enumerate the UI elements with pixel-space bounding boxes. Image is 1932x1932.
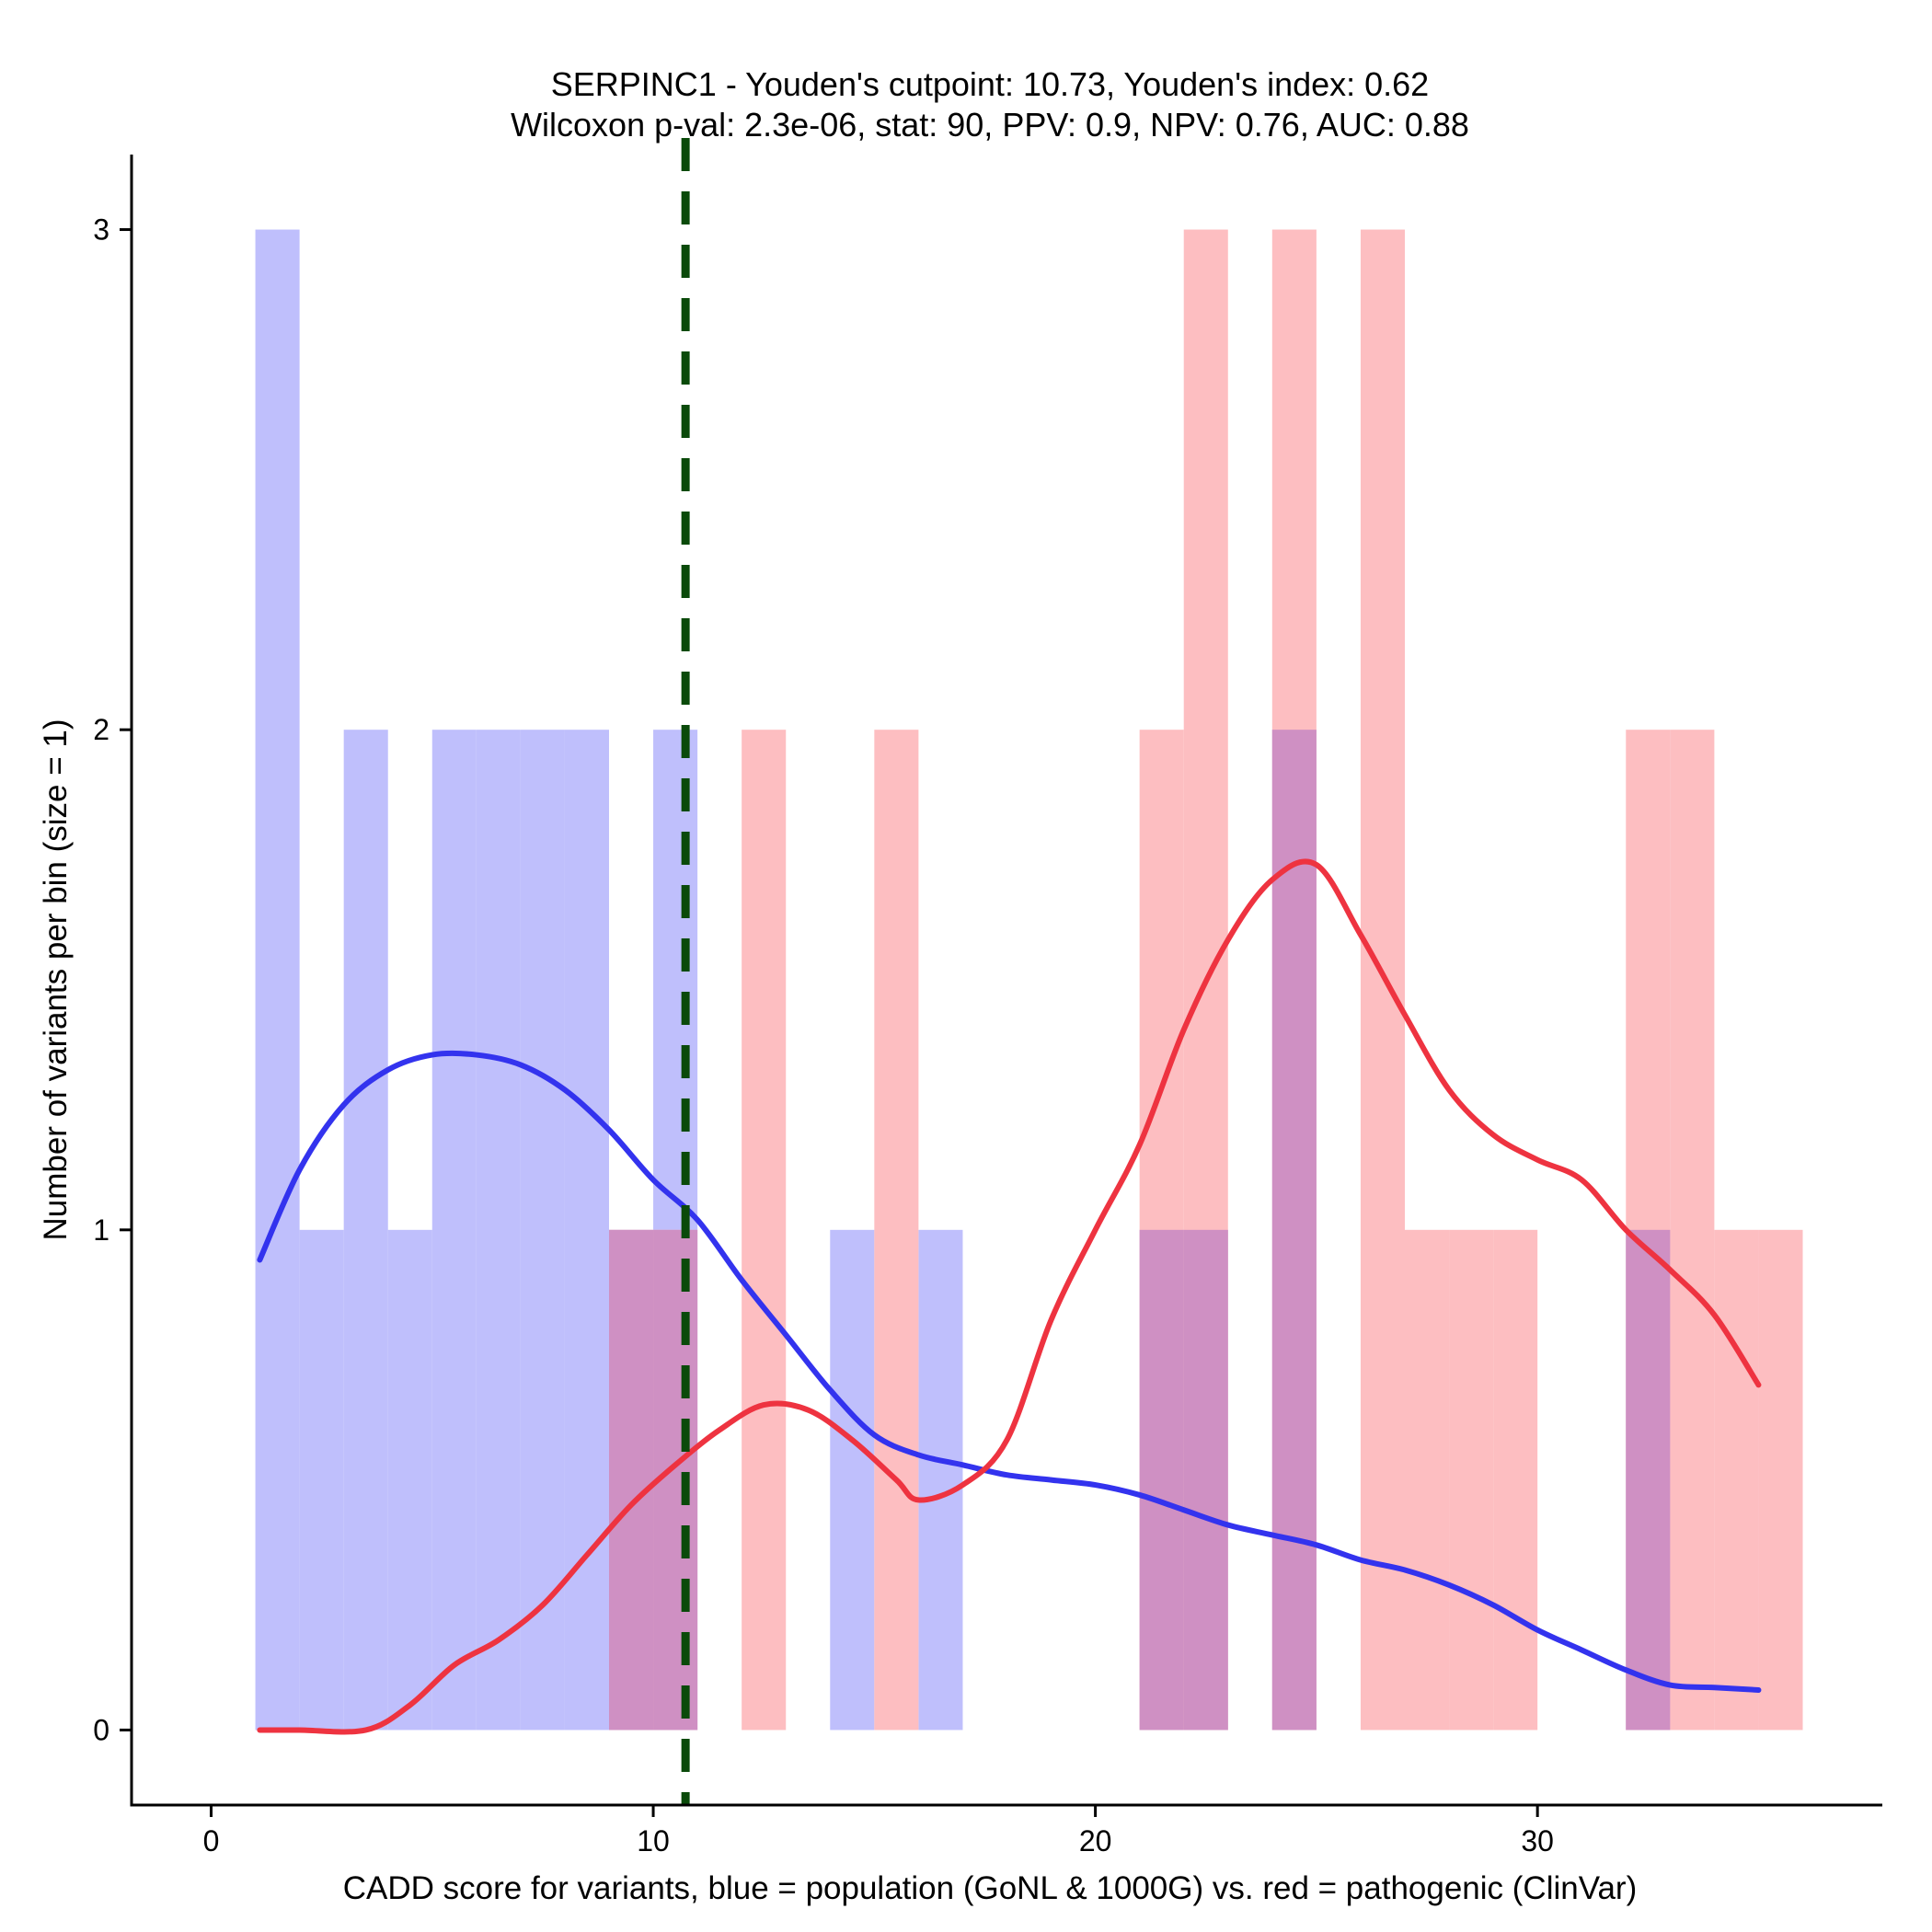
chart-subtitle: Wilcoxon p-val: 2.3e-06, stat: 90, PPV: … (511, 106, 1469, 144)
axes: 0 10 20 30 0 1 2 3 (93, 155, 1882, 1857)
y-tick-label: 3 (93, 213, 109, 247)
pathogenic-density-curve (257, 858, 1762, 1735)
population-bar (520, 730, 565, 1731)
population-bar (476, 730, 521, 1731)
y-axis-ticks: 0 1 2 3 (93, 213, 132, 1746)
pathogenic-bar (1449, 1229, 1494, 1731)
pathogenic-bar (1493, 1229, 1538, 1731)
y-tick-label: 0 (93, 1713, 109, 1746)
pathogenic-bar (874, 730, 919, 1731)
overlap-bar (1271, 730, 1317, 1731)
pathogenic-bar (1758, 1229, 1803, 1731)
population-bar (255, 229, 300, 1731)
x-tick-label: 30 (1521, 1824, 1554, 1857)
chart-title: SERPINC1 - Youden's cutpoint: 10.73, You… (551, 65, 1429, 103)
x-tick-label: 10 (637, 1824, 670, 1857)
population-bar (830, 1229, 875, 1731)
x-axis-title: CADD score for variants, blue = populati… (343, 1870, 1638, 1906)
overlap-bar (1139, 1229, 1184, 1731)
population-bar (343, 730, 388, 1731)
x-tick-label: 20 (1079, 1824, 1112, 1857)
overlap-bar (1183, 1229, 1228, 1731)
pathogenic-bar (1405, 1229, 1450, 1731)
x-tick-label: 0 (203, 1824, 220, 1857)
pathogenic-bar (1670, 730, 1715, 1731)
overlap-bar (1626, 1229, 1671, 1731)
pathogenic-bar (1714, 1229, 1759, 1731)
population-bar (918, 1229, 963, 1731)
density-curves (257, 858, 1762, 1735)
y-axis-title: Number of variants per bin (size = 1) (38, 719, 74, 1240)
y-tick-label: 2 (93, 713, 109, 746)
population-bar (387, 1229, 432, 1731)
pathogenic-bar (742, 730, 787, 1731)
overlap-bar (609, 1229, 654, 1731)
overlap-bars (609, 730, 1671, 1731)
population-bar (299, 1229, 344, 1731)
population-bar (564, 730, 609, 1731)
y-tick-label: 1 (93, 1213, 109, 1247)
population-density-curve (257, 1050, 1762, 1693)
population-bar (431, 730, 477, 1731)
x-axis-ticks: 0 10 20 30 (203, 1805, 1554, 1857)
